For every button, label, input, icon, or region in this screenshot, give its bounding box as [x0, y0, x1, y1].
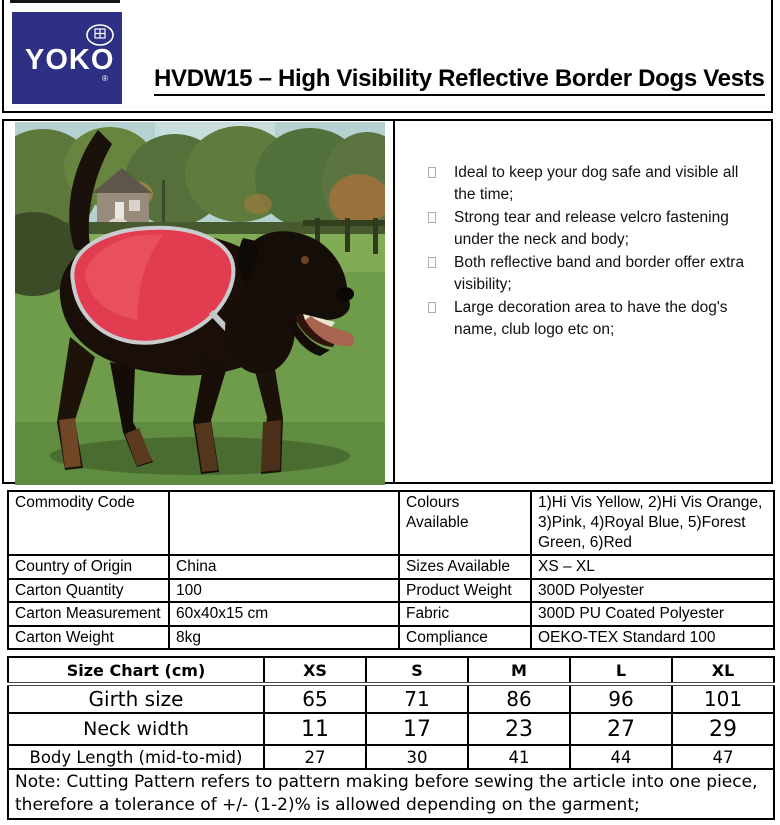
table-row: Country of Origin China Sizes Available …	[7, 554, 775, 580]
size-row-label: Neck width	[7, 712, 265, 746]
detail-value: 300D PU Coated Polyester	[530, 601, 775, 627]
size-value: 101	[671, 683, 775, 714]
size-column-header: XS	[263, 656, 367, 686]
feature-item: Both reflective band and border offer ex…	[428, 252, 763, 296]
size-value: 71	[365, 683, 469, 714]
detail-value: 8kg	[168, 624, 400, 650]
detail-value: 100	[168, 577, 400, 603]
table-row: Body Length (mid-to-mid) 27 30 41 44 47	[7, 744, 775, 770]
detail-label: Colours Available	[398, 490, 532, 556]
size-value: 27	[263, 744, 367, 770]
table-row: Neck width 11 17 23 27 29	[7, 712, 775, 746]
page-title: HVDW15 – High Visibility Reflective Bord…	[154, 65, 765, 96]
yoko-crest-icon	[86, 24, 114, 46]
size-column-header: M	[467, 656, 571, 686]
yoko-logo: YOKO ®	[12, 12, 122, 104]
size-chart-note-row: Note: Cutting Pattern refers to pattern …	[7, 768, 775, 820]
bullet-square-icon	[428, 167, 436, 178]
product-photo-cell	[4, 121, 395, 485]
feature-text: Strong tear and release velcro fastening…	[454, 209, 729, 248]
size-value: 44	[569, 744, 673, 770]
detail-value: China	[168, 554, 400, 580]
size-column-header: S	[365, 656, 469, 686]
detail-label: Sizes Available	[398, 554, 532, 580]
scan-artifact-bar	[10, 0, 120, 3]
detail-label: Carton Weight	[7, 624, 170, 650]
detail-label: Product Weight	[398, 577, 532, 603]
detail-value: 60x40x15 cm	[168, 601, 400, 627]
feature-item: Large decoration area to have the dog's …	[428, 297, 763, 341]
detail-label: Fabric	[398, 601, 532, 627]
size-value: 27	[569, 712, 673, 746]
size-value: 47	[671, 744, 775, 770]
detail-label: Compliance	[398, 624, 532, 650]
size-row-label: Girth size	[7, 683, 265, 714]
product-photo	[15, 122, 385, 485]
table-row: Girth size 65 71 86 96 101	[7, 683, 775, 714]
detail-value: OEKO-TEX Standard 100	[530, 624, 775, 650]
feature-text: Large decoration area to have the dog's …	[454, 299, 728, 338]
size-chart-header-row: Size Chart (cm) XS S M L XL	[7, 656, 775, 686]
detail-value: XS – XL	[530, 554, 775, 580]
feature-text: Ideal to keep your dog safe and visible …	[454, 164, 739, 203]
size-column-header: L	[569, 656, 673, 686]
feature-item: Ideal to keep your dog safe and visible …	[428, 162, 763, 206]
bullet-square-icon	[428, 302, 436, 313]
size-column-header: XL	[671, 656, 775, 686]
table-row: Commodity Code Colours Available 1)Hi Vi…	[7, 490, 775, 556]
size-value: 11	[263, 712, 367, 746]
product-section: Ideal to keep your dog safe and visible …	[2, 119, 773, 485]
detail-label: Carton Quantity	[7, 577, 170, 603]
feature-item: Strong tear and release velcro fastening…	[428, 207, 763, 251]
table-row: Carton Weight 8kg Compliance OEKO-TEX St…	[7, 624, 775, 650]
size-value: 96	[569, 683, 673, 714]
header: YOKO ® HVDW15 – High Visibility Reflecti…	[2, 0, 773, 113]
detail-label: Carton Measurement	[7, 601, 170, 627]
size-value: 41	[467, 744, 571, 770]
feature-text: Both reflective band and border offer ex…	[454, 254, 745, 293]
detail-label: Commodity Code	[7, 490, 170, 556]
table-row: Carton Measurement 60x40x15 cm Fabric 30…	[7, 601, 775, 627]
table-row: Carton Quantity 100 Product Weight 300D …	[7, 577, 775, 603]
size-row-label: Body Length (mid-to-mid)	[7, 744, 265, 770]
detail-value	[168, 490, 400, 556]
cutting-pattern-note: Note: Cutting Pattern refers to pattern …	[7, 768, 775, 820]
size-chart-title: Size Chart (cm)	[7, 656, 265, 686]
detail-value: 300D Polyester	[530, 577, 775, 603]
detail-label: Country of Origin	[7, 554, 170, 580]
size-value: 17	[365, 712, 469, 746]
size-value: 86	[467, 683, 571, 714]
size-value: 30	[365, 744, 469, 770]
size-value: 65	[263, 683, 367, 714]
photo-dog	[57, 130, 355, 474]
photo-fence	[303, 218, 385, 254]
bullet-square-icon	[428, 257, 436, 268]
detail-value: 1)Hi Vis Yellow, 2)Hi Vis Orange, 3)Pink…	[530, 490, 775, 556]
features-list: Ideal to keep your dog safe and visible …	[395, 121, 771, 482]
size-value: 23	[467, 712, 571, 746]
size-value: 29	[671, 712, 775, 746]
yoko-logo-text: YOKO	[25, 44, 115, 76]
photo-house	[92, 168, 152, 234]
registered-trademark-mark: ®	[102, 74, 108, 83]
bullet-square-icon	[428, 212, 436, 223]
product-details-table: Commodity Code Colours Available 1)Hi Vi…	[7, 490, 775, 650]
size-chart-table: Size Chart (cm) XS S M L XL Girth size 6…	[7, 656, 775, 820]
